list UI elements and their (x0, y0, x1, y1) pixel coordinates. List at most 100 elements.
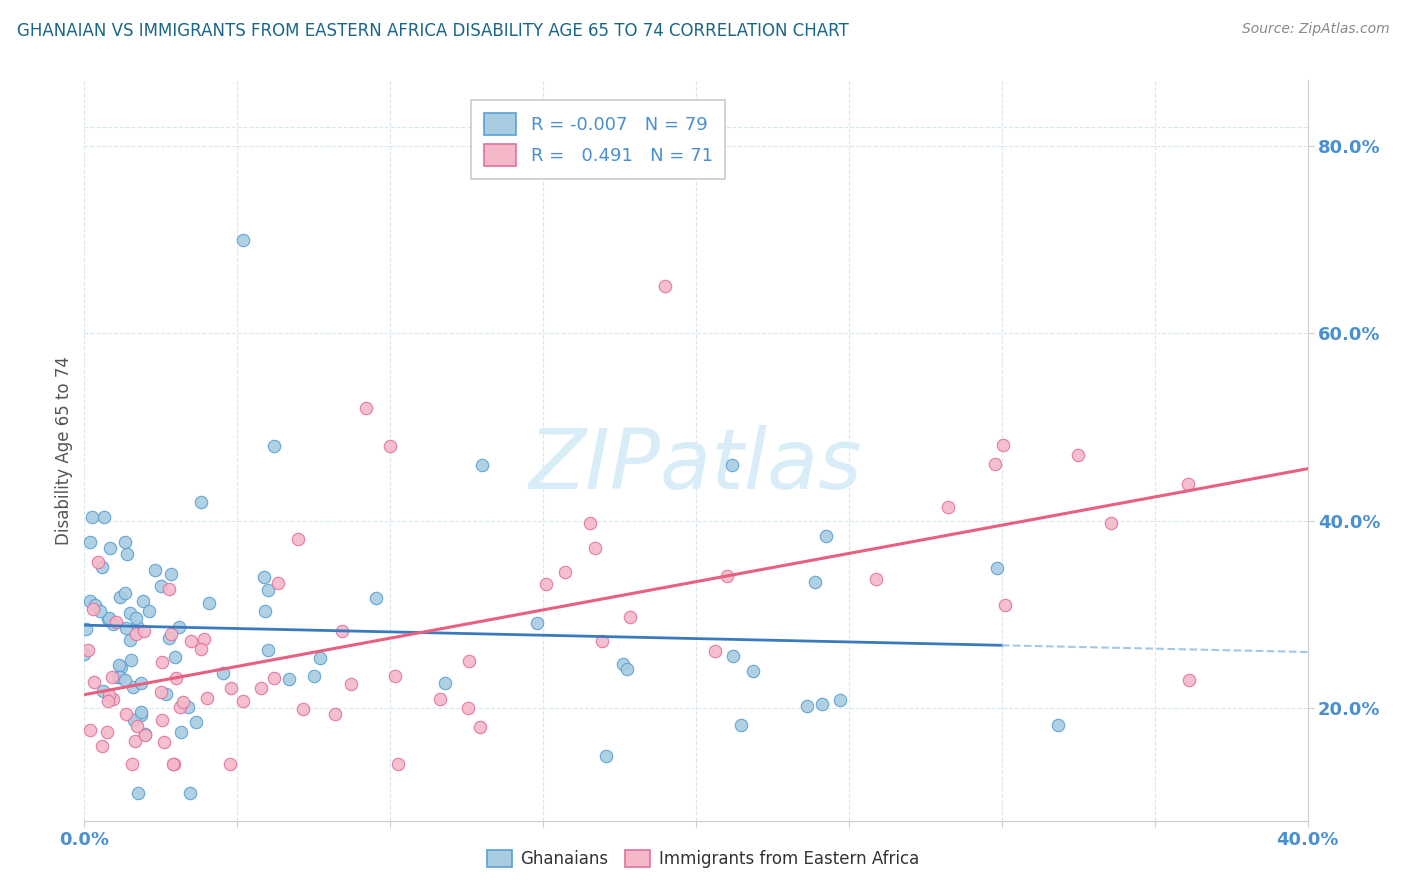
Point (121, 680, 143, 694)
Point (457, 700, 479, 714)
Point (354, 401, 377, 416)
Point (716, 569, 738, 583)
Point (115, 621, 138, 635)
Point (292, 701, 315, 715)
Point (138, 604, 160, 618)
Point (796, 698, 818, 713)
Point (994, 599, 1017, 613)
Point (114, 673, 136, 687)
Point (91, 684, 114, 698)
Point (79, 594, 101, 608)
Point (804, 574, 827, 589)
Point (986, 561, 1008, 575)
Point (195, 690, 218, 705)
Point (429, 692, 451, 706)
Text: Source: ZipAtlas.com: Source: ZipAtlas.com (1241, 22, 1389, 37)
Point (256, 583, 278, 598)
Point (104, 615, 127, 629)
Point (97, 612, 120, 626)
Point (811, 697, 834, 711)
Point (583, 541, 606, 555)
Point (983, 457, 1005, 471)
Point (458, 654, 481, 668)
Point (170, 725, 193, 739)
Point (193, 632, 215, 647)
Point (108, 670, 131, 684)
Point (132, 624, 155, 638)
Point (134, 726, 156, 740)
Point (129, 706, 152, 720)
Point (595, 748, 617, 763)
Point (157, 582, 180, 596)
Point (309, 651, 332, 665)
Point (198, 596, 221, 610)
Point (339, 676, 361, 690)
Point (129, 676, 152, 690)
Point (257, 643, 280, 657)
Point (97, 688, 120, 702)
Point (380, 439, 402, 453)
Point (98, 610, 121, 624)
Point (96, 725, 118, 739)
Point (121, 757, 143, 772)
Point (89, 604, 111, 618)
Point (150, 579, 173, 593)
Text: GHANAIAN VS IMMIGRANTS FROM EASTERN AFRICA DISABILITY AGE 65 TO 74 CORRELATION C: GHANAIAN VS IMMIGRANTS FROM EASTERN AFRI… (17, 22, 849, 40)
Point (93, 509, 115, 524)
Point (704, 644, 727, 658)
Point (1067, 448, 1090, 462)
Point (471, 458, 494, 472)
Point (84, 599, 107, 613)
Point (125, 627, 148, 641)
Point (125, 611, 148, 625)
Point (75, 623, 97, 637)
Point (190, 495, 212, 509)
Point (165, 671, 187, 685)
Point (157, 632, 180, 646)
Point (129, 708, 152, 723)
Point (936, 500, 959, 514)
Point (263, 672, 285, 686)
Point (82, 602, 104, 616)
Point (172, 695, 194, 709)
Point (278, 672, 301, 686)
Point (76, 643, 98, 657)
Point (612, 657, 634, 671)
Point (150, 685, 173, 699)
Point (534, 576, 557, 591)
Point (254, 604, 277, 618)
Point (127, 785, 149, 799)
Point (190, 642, 212, 657)
Point (80, 510, 103, 524)
Point (730, 718, 752, 732)
Point (384, 669, 406, 683)
Point (169, 700, 191, 714)
Point (83, 674, 105, 689)
Point (554, 565, 576, 579)
Point (150, 655, 173, 669)
Point (160, 567, 183, 582)
Point (212, 666, 235, 681)
Point (120, 633, 142, 648)
Point (302, 669, 325, 683)
Point (387, 757, 409, 772)
Point (91, 739, 114, 753)
Point (616, 662, 638, 676)
Point (103, 691, 125, 706)
Point (114, 586, 136, 600)
Point (79, 723, 101, 737)
Point (160, 627, 183, 641)
Point (287, 533, 309, 547)
Point (1099, 516, 1122, 530)
Point (124, 734, 146, 748)
Point (253, 570, 276, 584)
Point (721, 458, 744, 472)
Point (163, 757, 186, 772)
Point (143, 563, 166, 577)
Point (108, 590, 131, 604)
Text: ZIPatlas: ZIPatlas (529, 425, 863, 506)
Point (1177, 476, 1199, 491)
Point (830, 693, 852, 707)
Point (120, 653, 142, 667)
Point (101, 670, 124, 684)
